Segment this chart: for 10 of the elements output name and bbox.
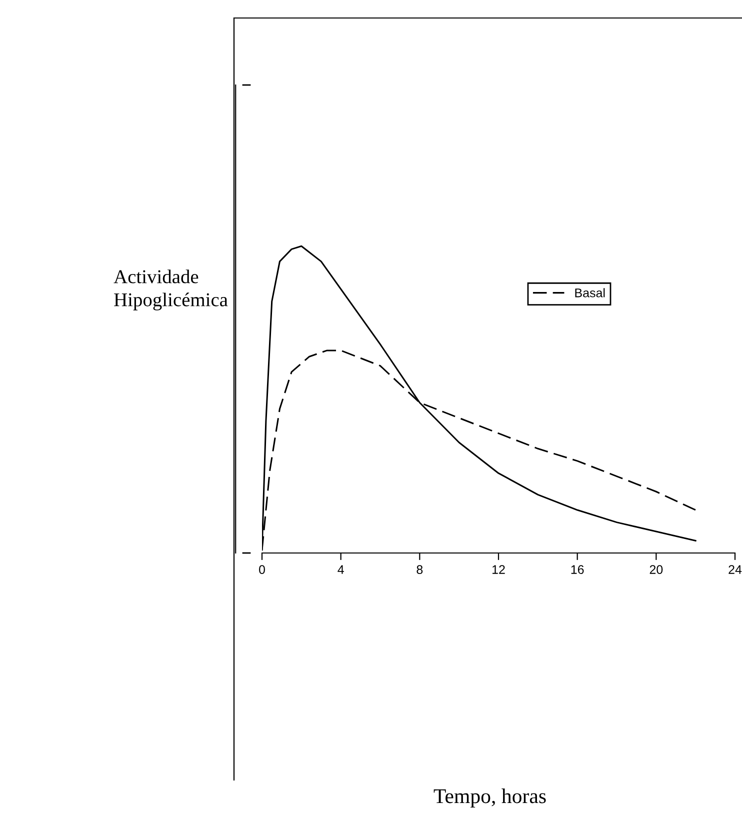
x-tick-label: 0 (259, 565, 265, 574)
x-tick-label: 4 (338, 565, 344, 574)
x-tick-label: 20 (650, 565, 663, 574)
text: Tempo, horas (434, 788, 546, 808)
legend-label: Basal (575, 288, 605, 298)
x-tick-label: 24 (728, 565, 742, 574)
x-tick-label: 16 (571, 565, 584, 574)
y-axis-title: Actividade Hipoglicémica (114, 270, 228, 310)
x-tick-label: 12 (492, 565, 505, 574)
x-tick-label: 8 (416, 565, 423, 574)
